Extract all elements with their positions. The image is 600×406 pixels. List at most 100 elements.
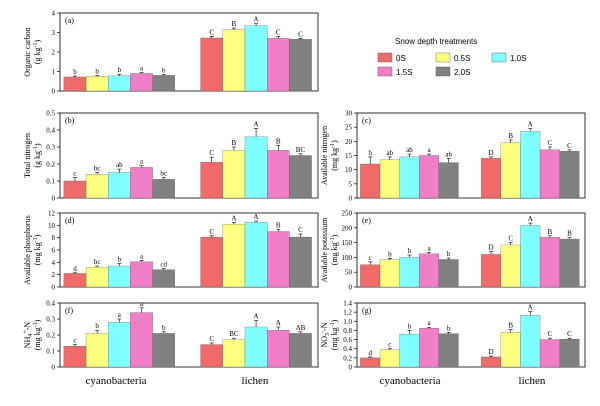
y-axis-unit-close: ) [33, 234, 42, 237]
y-axis-unit-text: (g kg [33, 151, 42, 168]
y-axis-unit: (mg kg-1) [330, 234, 339, 265]
bar-2.0S-lichen [289, 333, 312, 368]
bar-2.0S-lichen [289, 155, 312, 199]
significance-letter: c [73, 170, 76, 178]
y-tick-label: 0.3 [46, 316, 55, 324]
significance-letter: C [548, 139, 553, 147]
significance-letter: A [528, 215, 533, 223]
panel-ammonium-nitrogen: 0 0.1 0.2 0.3 0.4 (f) NH4+-N(mg kg-1) c Cb BC a Aa A… [23, 300, 319, 372]
significance-letter: A [276, 319, 281, 327]
significance-letter: b [408, 247, 412, 255]
panel-label: (b) [65, 116, 75, 125]
y-axis-unit-text: (mg kg [330, 242, 339, 265]
y-axis-unit-text: (mg kg [330, 148, 339, 171]
bar-1.0S-lichen [244, 136, 268, 199]
bar-0S-lichen [481, 356, 502, 368]
significance-letter: b [408, 322, 412, 330]
bar-1.0S-cyanobacteria [108, 322, 131, 368]
y-tick-label: 0.1 [46, 348, 55, 356]
panel-available-nitrogen: 0 5 10 15 20 25 30 (c) Available nitrogen (mg kg-… [320, 110, 586, 203]
y-tick-label: 2 [52, 271, 56, 279]
bar-2.0S-lichen [559, 151, 580, 199]
bar-0S-cyanobacteria [360, 357, 381, 368]
significance-letter: A [528, 304, 533, 312]
panel-label: (c) [362, 116, 371, 125]
bar-1.5S-lichen [539, 237, 560, 288]
significance-letter: B [276, 222, 281, 230]
y-axis-label-superscript: + [23, 330, 29, 334]
y-axis-label-suffix: -N [320, 322, 329, 331]
bar-1.0S-cyanobacteria [108, 75, 131, 92]
significance-letter: BC [229, 330, 239, 338]
significance-letter: C [209, 149, 214, 157]
significance-letter: B [508, 322, 513, 330]
y-tick-label: 0.4 [343, 345, 352, 353]
y-axis-label-main: Organic carbon [23, 27, 32, 76]
bar-0S-lichen [200, 162, 223, 199]
significance-letter: BC [296, 146, 306, 154]
significance-letter: B [232, 20, 237, 28]
significance-letter: a [140, 300, 144, 308]
y-tick-label: 0.1 [46, 178, 55, 186]
y-axis-unit-exponent: -1 [33, 146, 39, 151]
significance-letter: B [232, 139, 237, 147]
significance-letter: C [209, 28, 214, 36]
panel-available-potassium: 0 50 100 150 200 250 (e) Available potassium (mg… [320, 210, 586, 292]
significance-letter: cd [160, 261, 167, 269]
panel-label: (d) [65, 216, 75, 225]
bar-2.0S-cyanobacteria [152, 179, 175, 199]
bar-0S-cyanobacteria [63, 76, 87, 92]
panel-label: (f) [65, 306, 73, 315]
significance-letter: b [95, 67, 99, 75]
bar-2.0S-cyanobacteria [438, 333, 459, 368]
significance-letter: d [73, 265, 77, 273]
significance-letter: ab [445, 150, 452, 158]
legend-entry-label: 1.0S [510, 54, 526, 63]
significance-letter: C [209, 228, 214, 236]
significance-letter: bc [94, 258, 101, 266]
y-axis-unit-exponent: -1 [330, 237, 336, 242]
y-tick-label: 100 [342, 254, 353, 262]
bar-1.0S-cyanobacteria [399, 257, 420, 288]
y-tick-label: 0.6 [343, 336, 352, 344]
significance-letter: B [548, 228, 553, 236]
y-axis-unit-exponent: -1 [330, 143, 336, 148]
y-axis-unit-close: ) [330, 234, 339, 237]
legend-entry-label: 0S [396, 54, 406, 63]
y-tick-label: 5 [349, 180, 353, 188]
y-tick-label: 0.5 [46, 110, 55, 118]
bar-2.0S-lichen [289, 39, 312, 92]
bar-1.5S-lichen [267, 330, 290, 368]
y-axis-label-subscript: 3 [325, 333, 331, 336]
y-axis-label-main: NH [23, 336, 32, 348]
y-tick-label: 0.2 [46, 332, 55, 340]
bar-1.5S-cyanobacteria [419, 327, 440, 368]
y-axis-label-main: Total nitrogen [23, 133, 32, 178]
bar-0.5S-cyanobacteria [85, 267, 109, 288]
significance-letter: C [209, 335, 214, 343]
bar-2.0S-lichen [289, 236, 312, 288]
y-axis-label: NH4+-N [23, 322, 34, 349]
significance-letter: D [489, 149, 494, 157]
significance-letter: b [388, 250, 392, 258]
y-tick-label: 10 [48, 222, 56, 230]
significance-letter: b [368, 149, 372, 157]
bar-1.5S-cyanobacteria [130, 73, 153, 92]
bar-0.5S-lichen [222, 339, 246, 368]
y-tick-label: 0 [349, 364, 353, 372]
bar-0.5S-lichen [500, 142, 521, 199]
bar-1.0S-lichen [520, 315, 541, 368]
bar-2.0S-cyanobacteria [438, 162, 459, 199]
y-tick-label: 0 [349, 195, 353, 203]
bar-1.0S-cyanobacteria [108, 265, 131, 288]
bar-1.5S-cyanobacteria [419, 155, 440, 199]
y-tick-label: 12 [48, 210, 56, 218]
x-category-label: cyanobacteria [85, 375, 146, 387]
significance-letter: b [95, 322, 99, 330]
panel-available-phosphorus: 0 2 4 6 8 10 12 (d) Available phosphorus (mg kg-1… [23, 210, 319, 292]
bar-2.0S-cyanobacteria [438, 259, 459, 288]
y-tick-label: 6 [52, 247, 56, 255]
legend-entry-label: 0.5S [454, 54, 470, 63]
significance-letter: C [276, 28, 281, 36]
